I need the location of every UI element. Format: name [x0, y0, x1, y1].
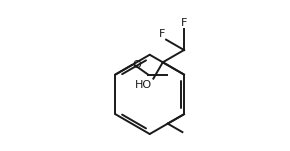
Text: F: F	[159, 29, 165, 39]
Text: O: O	[133, 60, 142, 70]
Text: HO: HO	[135, 80, 153, 90]
Text: F: F	[181, 18, 187, 28]
